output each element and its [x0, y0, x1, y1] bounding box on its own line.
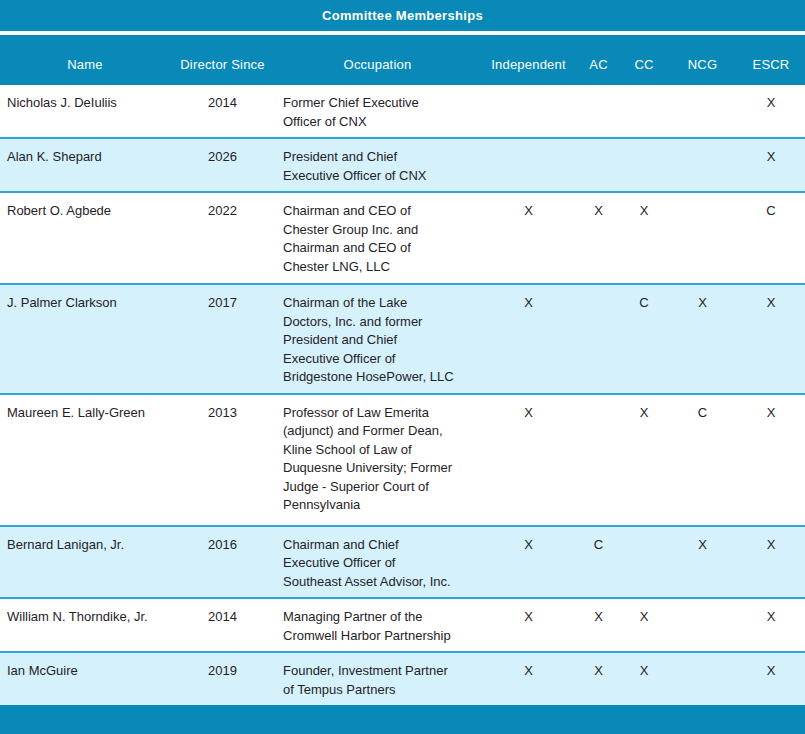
independent-mark-cell: X — [480, 284, 577, 394]
name-cell: Robert O. Agbede — [0, 192, 170, 284]
occupation-cell: Managing Partner of the Cromwell Harbor … — [275, 598, 480, 652]
independent-mark-cell: X — [480, 394, 577, 526]
occupation-cell: Former Chief Executive Officer of CNX — [275, 85, 480, 138]
director-since-cell: 2016 — [170, 526, 275, 599]
column-header-escr: ESCR — [737, 35, 805, 85]
director-since-cell: 2017 — [170, 284, 275, 394]
escr-mark-cell: X — [737, 526, 805, 599]
occupation-cell: Professor of Law Emerita (adjunct) and F… — [275, 394, 480, 526]
cc-mark-cell: C — [620, 284, 668, 394]
table-row: Alan K. Shepard 2026 President and Chief… — [0, 138, 805, 192]
escr-mark-cell: X — [737, 85, 805, 138]
independent-mark-cell — [480, 138, 577, 192]
director-since-cell: 2014 — [170, 598, 275, 652]
table-body: Nicholas J. DeIuliis 2014 Former Chief E… — [0, 85, 805, 705]
cc-mark-cell: X — [620, 652, 668, 705]
ncg-mark-cell — [668, 85, 737, 138]
director-since-cell: 2014 — [170, 85, 275, 138]
occupation-cell: Founder, Investment Partner of Tempus Pa… — [275, 652, 480, 705]
name-cell: Ian McGuire — [0, 652, 170, 705]
escr-mark-cell: X — [737, 652, 805, 705]
name-cell: Bernard Lanigan, Jr. — [0, 526, 170, 599]
column-header-ncg: NCG — [668, 35, 737, 85]
director-since-cell: 2013 — [170, 394, 275, 526]
independent-mark-cell: X — [480, 598, 577, 652]
cc-mark-cell: X — [620, 394, 668, 526]
footer-bar — [0, 705, 805, 734]
ac-mark-cell: C — [577, 526, 620, 599]
ac-mark-cell: X — [577, 652, 620, 705]
ac-mark-cell: X — [577, 598, 620, 652]
column-header-name: Name — [0, 35, 170, 85]
name-cell: Alan K. Shepard — [0, 138, 170, 192]
director-since-cell: 2019 — [170, 652, 275, 705]
cc-mark-cell: X — [620, 192, 668, 284]
independent-mark-cell: X — [480, 652, 577, 705]
title-bar: Committee Memberships — [0, 0, 805, 31]
ac-mark-cell — [577, 85, 620, 138]
ncg-mark-cell — [668, 138, 737, 192]
table-row: J. Palmer Clarkson 2017 Chairman of the … — [0, 284, 805, 394]
table-row: William N. Thorndike, Jr. 2014 Managing … — [0, 598, 805, 652]
ac-mark-cell — [577, 394, 620, 526]
escr-mark-cell: X — [737, 394, 805, 526]
escr-mark-cell: X — [737, 284, 805, 394]
table-row: Robert O. Agbede 2022 Chairman and CEO o… — [0, 192, 805, 284]
ncg-mark-cell — [668, 192, 737, 284]
column-header-ac: AC — [577, 35, 620, 85]
director-since-cell: 2022 — [170, 192, 275, 284]
ncg-mark-cell: C — [668, 394, 737, 526]
page-title: Committee Memberships — [322, 8, 483, 23]
cc-mark-cell — [620, 138, 668, 192]
escr-mark-cell: X — [737, 598, 805, 652]
independent-mark-cell: X — [480, 526, 577, 599]
committee-memberships-table: Name Director Since Occupation Independe… — [0, 35, 805, 705]
table-header: Name Director Since Occupation Independe… — [0, 35, 805, 85]
occupation-cell: Chairman of the Lake Doctors, Inc. and f… — [275, 284, 480, 394]
ncg-mark-cell: X — [668, 526, 737, 599]
independent-mark-cell — [480, 85, 577, 138]
escr-mark-cell: X — [737, 138, 805, 192]
occupation-cell: Chairman and CEO of Chester Group Inc. a… — [275, 192, 480, 284]
ac-mark-cell: X — [577, 192, 620, 284]
occupation-cell: President and Chief Executive Officer of… — [275, 138, 480, 192]
cc-mark-cell — [620, 526, 668, 599]
table-row: Bernard Lanigan, Jr. 2016 Chairman and C… — [0, 526, 805, 599]
column-header-cc: CC — [620, 35, 668, 85]
name-cell: William N. Thorndike, Jr. — [0, 598, 170, 652]
name-cell: J. Palmer Clarkson — [0, 284, 170, 394]
column-header-director-since: Director Since — [170, 35, 275, 85]
table-row: Maureen E. Lally-Green 2013 Professor of… — [0, 394, 805, 526]
cc-mark-cell: X — [620, 598, 668, 652]
column-header-independent: Independent — [480, 35, 577, 85]
name-cell: Maureen E. Lally-Green — [0, 394, 170, 526]
ac-mark-cell — [577, 284, 620, 394]
escr-mark-cell: C — [737, 192, 805, 284]
ncg-mark-cell — [668, 598, 737, 652]
ac-mark-cell — [577, 138, 620, 192]
occupation-cell: Chairman and Chief Executive Officer of … — [275, 526, 480, 599]
ncg-mark-cell: X — [668, 284, 737, 394]
cc-mark-cell — [620, 85, 668, 138]
name-cell: Nicholas J. DeIuliis — [0, 85, 170, 138]
table-row: Nicholas J. DeIuliis 2014 Former Chief E… — [0, 85, 805, 138]
column-header-occupation: Occupation — [275, 35, 480, 85]
ncg-mark-cell — [668, 652, 737, 705]
independent-mark-cell: X — [480, 192, 577, 284]
table-row: Ian McGuire 2019 Founder, Investment Par… — [0, 652, 805, 705]
director-since-cell: 2026 — [170, 138, 275, 192]
header-row: Name Director Since Occupation Independe… — [0, 35, 805, 85]
